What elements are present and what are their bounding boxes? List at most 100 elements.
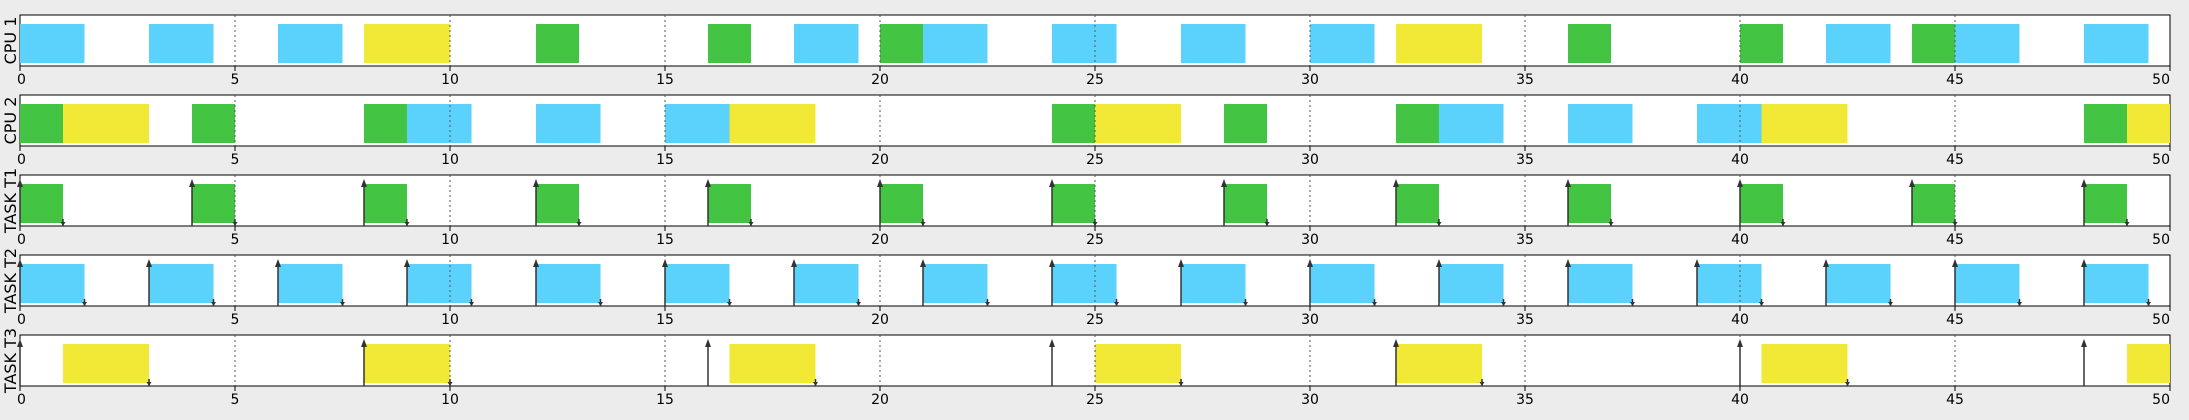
row-label-cpu-1: CPU 1 (1, 17, 20, 65)
deadline-arrowhead-task-t2-9 (1243, 302, 1248, 306)
interval-bar-cpu-2-4 (407, 104, 472, 143)
interval-bar-task-t2-5 (665, 264, 730, 303)
tick-label-cpu-1-5: 5 (231, 72, 240, 88)
tick-label-task-t2-20: 20 (871, 312, 889, 328)
interval-bar-cpu-1-0 (20, 24, 85, 63)
tick-label-cpu-1-30: 30 (1301, 72, 1319, 88)
tick-label-cpu-1-0: 0 (17, 72, 26, 88)
tick-label-task-t1-45: 45 (1946, 232, 1964, 248)
deadline-arrowhead-task-t1-6 (1092, 222, 1098, 226)
interval-bar-cpu-2-6 (665, 104, 730, 143)
interval-bar-cpu-1-4 (536, 24, 579, 63)
deadline-arrowhead-task-t2-1 (211, 302, 216, 306)
arrival-arrowhead-task-t3-4 (1393, 339, 1399, 347)
interval-bar-task-t2-7 (923, 264, 988, 303)
interval-bar-task-t2-14 (1826, 264, 1891, 303)
interval-bar-cpu-2-16 (2084, 104, 2127, 143)
tick-label-cpu-1-45: 45 (1946, 72, 1964, 88)
interval-bar-task-t2-10 (1310, 264, 1375, 303)
arrival-arrowhead-task-t2-8 (1049, 259, 1055, 267)
tick-label-task-t2-45: 45 (1946, 312, 1964, 328)
arrival-arrowhead-task-t2-9 (1178, 259, 1184, 267)
interval-bar-cpu-2-5 (536, 104, 601, 143)
tick-label-cpu-2-50: 50 (2152, 152, 2170, 168)
deadline-arrowhead-task-t2-8 (1114, 302, 1119, 306)
deadline-arrowhead-task-t1-4 (748, 222, 754, 226)
deadline-arrowhead-task-t2-5 (727, 302, 732, 306)
deadline-arrowhead-task-t1-7 (1264, 222, 1270, 226)
interval-bar-task-t1-11 (1912, 184, 1955, 223)
interval-bar-task-t1-6 (1052, 184, 1095, 223)
interval-bar-cpu-1-12 (1396, 24, 1482, 63)
interval-bar-cpu-1-3 (364, 24, 450, 63)
row-label-task-t2: TASK T2 (1, 248, 20, 314)
tick-label-task-t1-0: 0 (17, 232, 26, 248)
interval-bar-cpu-1-11 (1310, 24, 1375, 63)
arrival-arrowhead-task-t1-5 (877, 179, 883, 187)
deadline-arrowhead-task-t3-0 (146, 382, 152, 386)
deadline-arrowhead-task-t1-0 (60, 222, 66, 226)
tick-label-task-t2-5: 5 (231, 312, 240, 328)
tick-label-task-t3-0: 0 (17, 392, 26, 408)
interval-bar-task-t2-15 (1955, 264, 2020, 303)
interval-bar-cpu-2-11 (1396, 104, 1439, 143)
tick-label-task-t1-40: 40 (1731, 232, 1749, 248)
arrival-arrowhead-task-t2-5 (662, 259, 668, 267)
interval-bar-task-t3-1 (364, 344, 450, 383)
tick-label-cpu-2-35: 35 (1516, 152, 1534, 168)
arrival-arrowhead-task-t1-7 (1221, 179, 1227, 187)
deadline-arrowhead-task-t1-10 (1780, 222, 1786, 226)
tick-label-task-t3-20: 20 (871, 392, 889, 408)
deadline-arrowhead-task-t1-8 (1436, 222, 1442, 226)
interval-bar-task-t2-4 (536, 264, 601, 303)
tick-label-task-t1-10: 10 (441, 232, 459, 248)
deadline-arrowhead-task-t3-2 (813, 382, 818, 386)
interval-bar-cpu-2-15 (1761, 104, 1848, 143)
deadline-arrowhead-task-t3-4 (1479, 382, 1485, 386)
tick-label-task-t3-5: 5 (231, 392, 240, 408)
tick-label-task-t1-5: 5 (231, 232, 240, 248)
arrival-arrowhead-task-t1-4 (705, 179, 711, 187)
arrival-arrowhead-task-t3-6 (2081, 339, 2087, 347)
deadline-arrowhead-task-t1-5 (920, 222, 926, 226)
arrival-arrowhead-task-t3-3 (1049, 339, 1055, 347)
arrival-arrowhead-task-t2-1 (146, 259, 152, 267)
tick-label-cpu-1-10: 10 (441, 72, 459, 88)
interval-bar-cpu-2-2 (192, 104, 235, 143)
arrival-arrowhead-task-t1-3 (533, 179, 539, 187)
interval-bar-cpu-2-12 (1439, 104, 1504, 143)
tick-label-task-t3-30: 30 (1301, 392, 1319, 408)
arrival-arrowhead-task-t1-9 (1565, 179, 1571, 187)
tick-label-cpu-1-15: 15 (656, 72, 674, 88)
tick-label-task-t2-0: 0 (17, 312, 26, 328)
interval-bar-cpu-1-8 (923, 24, 988, 63)
interval-bar-task-t2-16 (2084, 264, 2149, 303)
tick-label-cpu-2-15: 15 (656, 152, 674, 168)
interval-bar-task-t1-3 (536, 184, 579, 223)
tick-label-task-t1-25: 25 (1086, 232, 1104, 248)
tick-label-cpu-2-10: 10 (441, 152, 459, 168)
arrival-arrowhead-task-t3-1 (361, 339, 367, 347)
row-label-task-t1: TASK T1 (1, 168, 20, 234)
deadline-arrowhead-task-t2-13 (1759, 302, 1764, 306)
deadline-arrowhead-task-t2-16 (2146, 302, 2151, 306)
tick-label-cpu-2-40: 40 (1731, 152, 1749, 168)
deadline-arrowhead-task-t3-1 (447, 382, 453, 386)
deadline-arrowhead-task-t2-3 (469, 302, 474, 306)
interval-bar-task-t2-12 (1568, 264, 1633, 303)
deadline-arrowhead-task-t3-3 (1178, 382, 1184, 386)
interval-bar-task-t3-6 (2127, 344, 2170, 383)
interval-bar-cpu-1-13 (1568, 24, 1611, 63)
interval-bar-cpu-2-0 (20, 104, 63, 143)
interval-bar-cpu-1-2 (278, 24, 343, 63)
tick-label-cpu-1-40: 40 (1731, 72, 1749, 88)
tick-label-task-t3-35: 35 (1516, 392, 1534, 408)
interval-bar-task-t3-3 (1095, 344, 1181, 383)
interval-bar-task-t3-0 (63, 344, 149, 383)
interval-bar-task-t1-7 (1224, 184, 1267, 223)
tick-label-task-t2-40: 40 (1731, 312, 1749, 328)
deadline-arrowhead-task-t1-1 (232, 222, 238, 226)
tick-label-cpu-2-25: 25 (1086, 152, 1104, 168)
interval-bar-task-t3-2 (729, 344, 816, 383)
